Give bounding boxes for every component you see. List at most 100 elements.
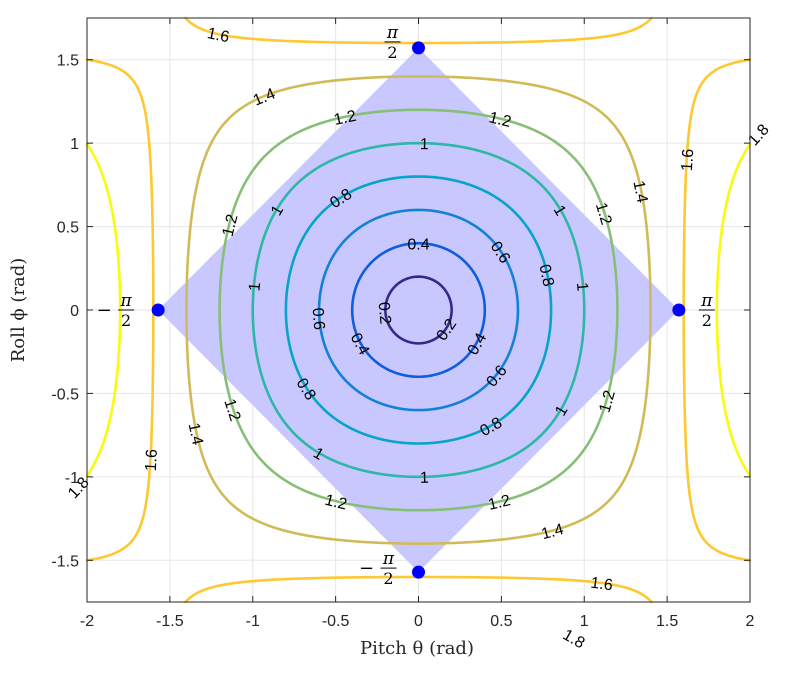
x-tick-label: 0 <box>414 613 423 630</box>
contour-label-group: 1.2 <box>323 492 349 514</box>
contour-label: 1 <box>420 470 429 487</box>
contour-label: 1.2 <box>592 201 615 227</box>
contour-label-group: 1 <box>552 403 571 419</box>
contour-label-group: 1.4 <box>540 521 566 543</box>
contour-level-0.2 <box>384 275 453 345</box>
y-tick-label: -1.5 <box>51 553 79 570</box>
contour-label: 1.4 <box>185 421 206 446</box>
contour-label-group: 1.6 <box>679 148 697 171</box>
contour-label: 1.2 <box>220 397 243 424</box>
contour-label-group: 1 <box>573 282 591 293</box>
contour-label: 1.4 <box>540 521 566 543</box>
contour-label-group: 1 <box>268 202 287 218</box>
contour-level-1.4 <box>185 75 652 545</box>
point-label-sign: − <box>97 300 112 321</box>
x-tick-label: -1 <box>246 613 260 630</box>
x-axis-label: Pitch θ (rad) <box>360 638 474 659</box>
point-label-numerator: π <box>382 549 395 569</box>
contour-label-group: 1.2 <box>487 492 513 514</box>
contour-level-1.2 <box>218 108 619 512</box>
contour-label: 1.2 <box>220 212 242 238</box>
contour-label: 1.6 <box>589 575 613 595</box>
y-tick-label: -1 <box>65 470 79 487</box>
contour-label: 1 <box>246 282 264 293</box>
contour-label-group: 1.2 <box>220 397 243 424</box>
x-tick-label: 2 <box>746 613 755 630</box>
contour-label-group: 0.8 <box>535 263 556 288</box>
x-tick-labels: -2 -1.5 -1 -0.5 0 0.5 1 1.5 2 <box>80 613 755 630</box>
contour-label: 0.8 <box>535 263 556 288</box>
contour-label: 0.4 <box>407 236 429 253</box>
y-tick-label: -0.5 <box>51 386 79 403</box>
y-tick-label: 1 <box>70 136 79 153</box>
contour-label-group: 1.2 <box>332 108 357 129</box>
y-tick-labels: -1.5 -1 -0.5 0 0.5 1 1.5 <box>51 53 79 571</box>
point-label: π2 <box>698 291 715 330</box>
point-label: π2 <box>384 23 401 62</box>
contour-label: 0.2 <box>375 301 394 325</box>
point-label-denominator: 2 <box>121 311 131 330</box>
contour-label-group: 1 <box>310 445 326 464</box>
point-label-numerator: π <box>386 23 399 43</box>
point-label: − π2 <box>97 291 135 330</box>
y-tick-label: 1.5 <box>57 53 79 70</box>
point-label: − π2 <box>359 549 397 588</box>
contour-label: 1.2 <box>597 388 619 414</box>
point-label-denominator: 2 <box>387 43 397 62</box>
y-tick-label: 0.5 <box>57 220 79 237</box>
point-marker <box>412 565 425 579</box>
contour-label: 1.6 <box>206 25 231 46</box>
contour-label: 1.2 <box>332 108 357 129</box>
contour-label-group: 1 <box>420 136 429 153</box>
contour-label-group: 1.2 <box>220 212 242 238</box>
x-tick-label: -2 <box>80 613 94 630</box>
contour-label-group: 1.2 <box>487 109 513 131</box>
contour-label-group: 0.4 <box>407 236 429 253</box>
y-axis-label: Roll ϕ (rad) <box>8 258 29 363</box>
contour-label-group: 1.6 <box>206 25 231 46</box>
contour-level-0.8 <box>284 175 553 445</box>
contour-label: 1.2 <box>487 109 513 131</box>
contour-level-1.6 <box>85 16 752 604</box>
x-tick-label: 1 <box>580 613 589 630</box>
contour-label-group: 1 <box>550 203 569 219</box>
x-tick-label: 1.5 <box>656 613 678 630</box>
point-label-denominator: 2 <box>383 569 393 588</box>
shaded-region <box>158 47 679 573</box>
contour-label-group: 1.2 <box>597 388 619 414</box>
point-label-numerator: π <box>120 291 133 311</box>
contour-level-0.6 <box>317 208 520 412</box>
contour-label: 1.6 <box>143 448 161 471</box>
point-label-numerator: π <box>700 291 713 311</box>
contour-label: 1.2 <box>487 492 513 514</box>
x-tick-label: 0.5 <box>490 613 512 630</box>
point-label-sign: − <box>359 558 374 579</box>
point-marker <box>151 303 165 317</box>
contour-label-group: 1.2 <box>592 201 615 227</box>
contour-level-0.4 <box>350 241 487 379</box>
contour-label: 1.2 <box>323 492 349 514</box>
contour-level-1 <box>251 141 586 479</box>
contour-label: 0.6 <box>309 307 328 331</box>
contour-label-group: 1.6 <box>143 448 161 471</box>
x-tick-label: -1.5 <box>156 613 184 630</box>
contour-label: 1 <box>420 136 429 153</box>
contour-label-group: 1.4 <box>629 179 650 204</box>
contour-label-group: 0.2 <box>375 301 394 325</box>
contour-label-group: 0.6 <box>309 307 328 331</box>
contour-label: 1.6 <box>679 148 697 171</box>
contour-label-group: 1.6 <box>589 575 613 595</box>
point-marker <box>412 41 425 55</box>
contour-label-group: 1.4 <box>185 421 206 446</box>
contour-label: 1 <box>573 282 591 293</box>
axes-frame <box>86 17 751 603</box>
contour-label: 1.4 <box>629 179 650 204</box>
shaded-region-polygon <box>158 47 679 573</box>
y-tick-label: 0 <box>70 303 79 320</box>
point-label-denominator: 2 <box>702 311 712 330</box>
point-marker <box>672 303 686 317</box>
x-tick-label: -0.5 <box>322 613 350 630</box>
contour-label-group: 1 <box>246 282 264 293</box>
